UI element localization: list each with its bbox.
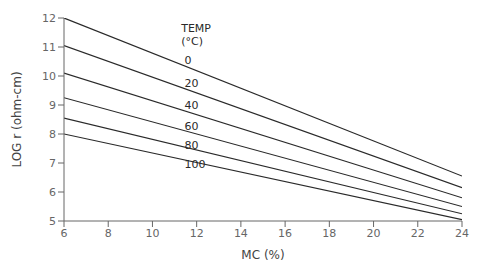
svg-text:8: 8 xyxy=(105,227,112,240)
svg-text:100: 100 xyxy=(185,158,206,171)
svg-text:18: 18 xyxy=(322,227,336,240)
svg-text:12: 12 xyxy=(190,227,204,240)
svg-text:8: 8 xyxy=(49,128,56,141)
svg-text:MC (%): MC (%) xyxy=(241,248,284,262)
svg-text:LOG r (ohm-cm): LOG r (ohm-cm) xyxy=(10,71,24,167)
svg-text:16: 16 xyxy=(278,227,292,240)
svg-text:11: 11 xyxy=(42,41,56,54)
svg-text:10: 10 xyxy=(42,70,56,83)
svg-text:20: 20 xyxy=(185,77,199,90)
svg-text:9: 9 xyxy=(49,99,56,112)
svg-text:22: 22 xyxy=(411,227,425,240)
svg-text:10: 10 xyxy=(145,227,159,240)
svg-text:7: 7 xyxy=(49,157,56,170)
svg-text:20: 20 xyxy=(367,227,381,240)
svg-text:40: 40 xyxy=(185,99,199,112)
svg-text:80: 80 xyxy=(185,139,199,152)
svg-text:14: 14 xyxy=(234,227,248,240)
svg-text:0: 0 xyxy=(185,54,192,67)
svg-text:24: 24 xyxy=(455,227,469,240)
svg-text:60: 60 xyxy=(185,119,199,132)
svg-text:6: 6 xyxy=(49,186,56,199)
svg-text:6: 6 xyxy=(61,227,68,240)
svg-text:12: 12 xyxy=(42,12,56,25)
svg-text:TEMP(°C): TEMP(°C) xyxy=(180,22,211,48)
svg-text:5: 5 xyxy=(49,215,56,228)
